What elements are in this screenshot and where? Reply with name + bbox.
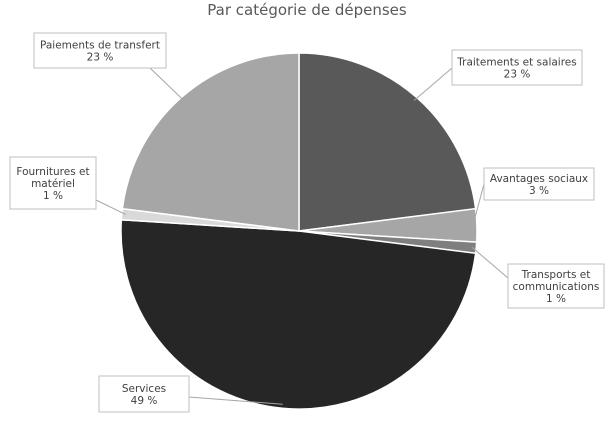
callout-box xyxy=(33,32,167,69)
pie-slice-paiements-de-transfert xyxy=(121,52,300,232)
slice-value-label: 1 % xyxy=(546,293,566,305)
leader-line-fournitures-et-materiel xyxy=(95,199,127,216)
slice-label: Fournitures et matériel xyxy=(16,166,89,190)
leader-line-avantages-sociaux xyxy=(472,183,485,226)
slice-label: Traitements et salaires xyxy=(456,57,577,69)
callout-box xyxy=(9,156,97,210)
callout-box xyxy=(507,263,605,309)
slice-value-label: 1 % xyxy=(43,190,63,202)
callout-box xyxy=(451,49,583,86)
slice-value-label: 3 % xyxy=(529,185,549,197)
slice-value-label: 23 % xyxy=(504,69,531,81)
slices-layer xyxy=(120,52,478,410)
leaders-layer xyxy=(95,67,509,405)
leader-line-paiements-de-transfert xyxy=(149,67,185,101)
pie-slice-services xyxy=(120,219,477,410)
slice-label: Transports et communications xyxy=(513,269,600,293)
callout-box xyxy=(483,167,595,201)
slice-label: Services xyxy=(122,383,166,395)
slice-value-label: 49 % xyxy=(131,395,158,407)
slice-value-label: 23 % xyxy=(87,52,114,64)
slice-label: Paiements de transfert xyxy=(40,40,160,52)
chart-title: Par catégorie de dépenses xyxy=(207,1,407,19)
pie-slice-traitements-et-salaires xyxy=(298,52,477,232)
slice-label: Avantages sociaux xyxy=(490,173,588,185)
leader-line-traitements-et-salaires xyxy=(413,67,453,101)
callout-box xyxy=(98,375,190,413)
leader-line-transports-et-communications xyxy=(471,247,509,279)
leader-line-services xyxy=(188,396,283,405)
